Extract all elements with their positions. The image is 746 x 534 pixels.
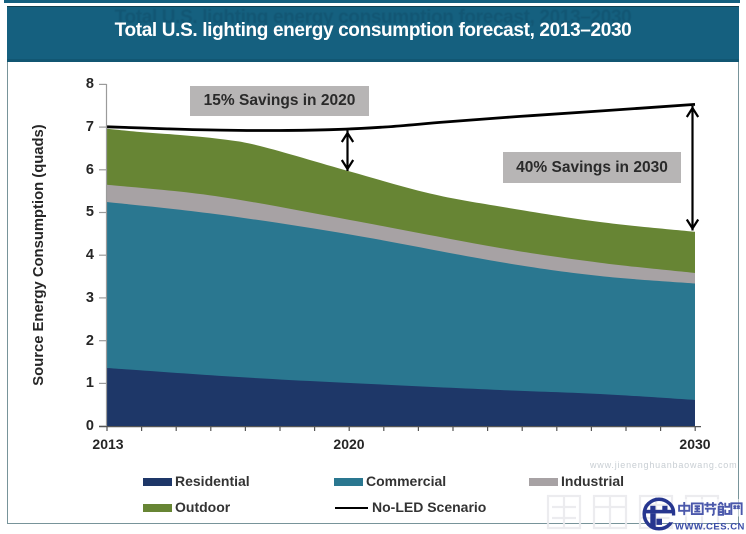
svg-text:WWW.CES.CN: WWW.CES.CN (675, 522, 745, 533)
